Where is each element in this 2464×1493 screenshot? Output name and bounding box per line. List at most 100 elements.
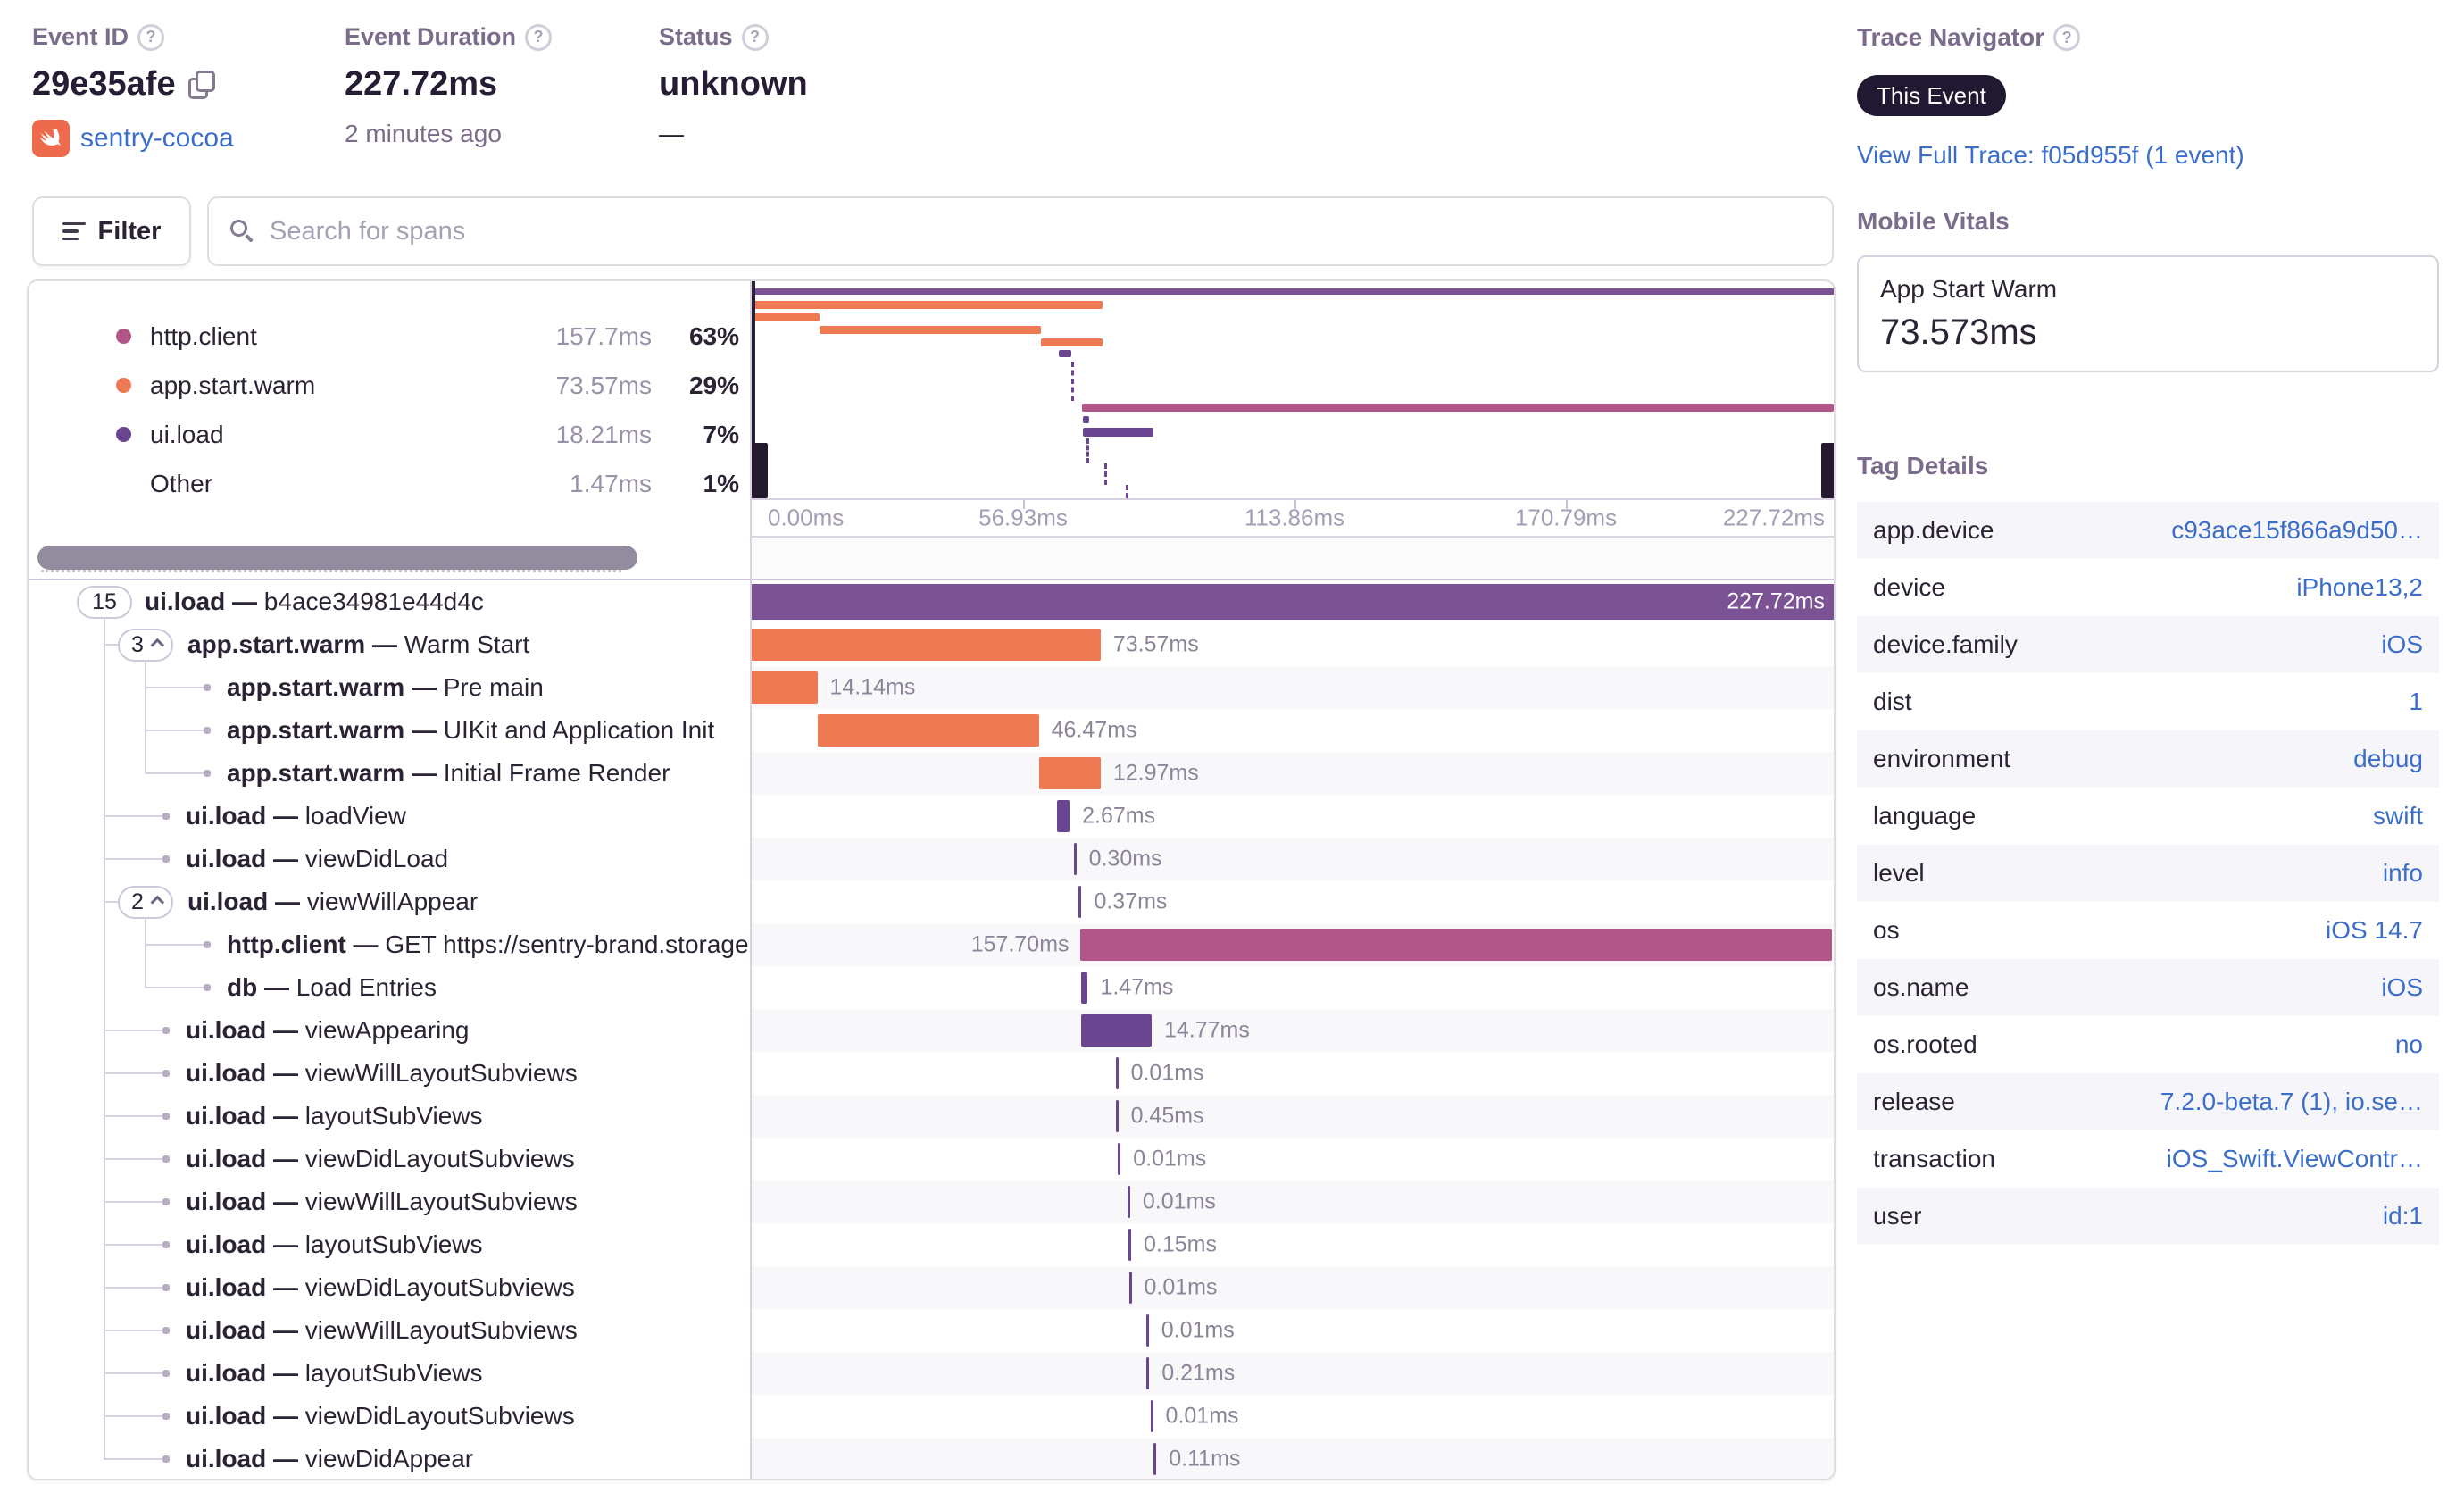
span-duration-bar[interactable] <box>1153 1443 1157 1475</box>
trace-minimap[interactable] <box>752 281 1836 498</box>
span-duration-bar[interactable] <box>1118 1143 1121 1175</box>
span-duration-bar[interactable] <box>1115 1057 1119 1089</box>
search-input[interactable] <box>270 216 1811 246</box>
minimap-connector-dash <box>1104 463 1108 485</box>
span-duration-bar[interactable] <box>1073 843 1077 875</box>
span-duration-bar[interactable] <box>750 629 1101 661</box>
span-row[interactable]: 0.30ms ui.load — viewDidLoad <box>29 838 1834 880</box>
span-row[interactable]: 46.47ms app.start.warm — UIKit and Applic… <box>29 709 1834 752</box>
span-duration-label: 14.14ms <box>829 674 916 700</box>
span-row[interactable]: 0.15ms ui.load — layoutSubViews <box>29 1223 1834 1266</box>
span-row[interactable]: 0.01ms ui.load — viewDidLayoutSubviews <box>29 1138 1834 1180</box>
tag-value-link[interactable]: iOS_Swift.ViewContr… <box>2166 1145 2423 1172</box>
span-duration-bar[interactable] <box>1078 886 1082 918</box>
span-children-count-badge[interactable]: 15 <box>77 586 132 619</box>
span-row[interactable]: 0.21ms ui.load — layoutSubViews <box>29 1352 1834 1395</box>
span-duration-bar[interactable] <box>750 584 1834 620</box>
minimap-right-handle[interactable] <box>1821 443 1834 498</box>
tag-key: device.family <box>1873 630 2018 658</box>
span-duration-bar[interactable] <box>1146 1357 1150 1389</box>
span-row[interactable]: 157.70ms http.client — GET https://sentry… <box>29 923 1834 966</box>
span-duration-bar[interactable] <box>1115 1100 1119 1132</box>
span-duration-bar[interactable] <box>1145 1314 1149 1347</box>
span-row[interactable]: 12.97ms app.start.warm — Initial Frame Re… <box>29 752 1834 795</box>
tag-row: device iPhone13,2 <box>1857 559 2439 616</box>
legend-item[interactable]: Other 1.47ms 1% <box>29 459 750 508</box>
tree-leaf-dot <box>162 1413 170 1420</box>
span-row[interactable]: 0.01ms ui.load — viewWillLayoutSubviews <box>29 1052 1834 1095</box>
legend-op-name: Other <box>150 469 213 497</box>
legend-item[interactable]: ui.load 18.21ms 7% <box>29 410 750 459</box>
minimap-viewport-right-edge[interactable] <box>1834 281 1836 498</box>
span-duration-bar[interactable] <box>750 671 818 704</box>
span-row[interactable]: 1.47ms db — Load Entries <box>29 966 1834 1009</box>
span-children-count-badge[interactable]: 3 <box>118 629 173 662</box>
tag-value-link[interactable]: info <box>2382 859 2423 887</box>
span-row[interactable]: 0.01ms ui.load — viewDidLayoutSubviews <box>29 1395 1834 1438</box>
tag-value-link[interactable]: c93ace15f866a9d50… <box>2171 516 2423 544</box>
span-duration-bar[interactable] <box>1128 1272 1132 1304</box>
tag-key: os.name <box>1873 973 1969 1001</box>
tag-value-link[interactable]: swift <box>2373 802 2423 830</box>
span-row[interactable]: 14.77ms ui.load — viewAppearing <box>29 1009 1834 1052</box>
span-row[interactable]: 0.37ms 2 ui.load — viewWillAppear <box>29 880 1834 923</box>
span-row[interactable]: 2.67ms ui.load — loadView <box>29 795 1834 838</box>
minimap-left-handle[interactable] <box>752 443 768 498</box>
span-duration-bar[interactable] <box>1038 757 1101 789</box>
span-row[interactable]: 0.01ms ui.load — viewWillLayoutSubviews <box>29 1180 1834 1223</box>
tag-value-link[interactable]: 1 <box>2409 688 2423 715</box>
tag-value-link[interactable]: iOS <box>2381 973 2423 1001</box>
filter-icon <box>62 221 86 241</box>
span-row-gantt-cell: 46.47ms <box>750 709 1834 752</box>
filter-button[interactable]: Filter <box>32 196 191 266</box>
minimap-viewport-left-edge[interactable] <box>752 281 755 498</box>
span-duration-bar[interactable] <box>1150 1400 1153 1432</box>
tree-leaf-dot <box>204 941 211 948</box>
tag-value-link[interactable]: 7.2.0-beta.7 (1), io.se… <box>2160 1088 2423 1115</box>
span-duration-bar[interactable] <box>817 714 1039 746</box>
span-children-count-badge[interactable]: 2 <box>118 886 173 919</box>
tag-row: language swift <box>1857 788 2439 845</box>
tree-gantt-divider[interactable] <box>750 281 752 1479</box>
tag-value-link[interactable]: iOS <box>2381 630 2423 658</box>
tag-key: user <box>1873 1202 1922 1230</box>
tree-leaf-dot <box>204 984 211 991</box>
span-duration-bar[interactable] <box>1127 1186 1130 1218</box>
span-duration-bar[interactable] <box>1081 1014 1152 1047</box>
span-row[interactable]: 14.14ms app.start.warm — Pre main <box>29 666 1834 709</box>
span-duration-bar[interactable] <box>1079 929 1832 961</box>
tag-value-link[interactable]: id:1 <box>2382 1202 2423 1230</box>
span-label: app.start.warm — Initial Frame Render <box>227 759 670 787</box>
tree-connector-stub <box>104 1372 162 1374</box>
tree-leaf-dot <box>162 1455 170 1463</box>
copy-icon[interactable] <box>187 70 215 99</box>
span-duration-bar[interactable] <box>1128 1229 1131 1261</box>
tag-value-link[interactable]: iOS 14.7 <box>2326 916 2423 944</box>
help-icon[interactable]: ? <box>2053 24 2081 51</box>
minimap-span-bar <box>752 313 820 321</box>
legend-item[interactable]: app.start.warm 73.57ms 29% <box>29 361 750 410</box>
help-icon[interactable]: ? <box>137 23 165 51</box>
view-full-trace-link[interactable]: View Full Trace: f05d955f (1 event) <box>1857 141 2244 169</box>
span-duration-label: 157.70ms <box>970 931 1070 957</box>
help-icon[interactable]: ? <box>525 23 553 51</box>
help-icon[interactable]: ? <box>741 23 769 51</box>
span-duration-bar[interactable] <box>1056 800 1070 832</box>
span-row[interactable]: 0.11ms ui.load — viewDidAppear <box>29 1438 1834 1479</box>
span-duration-bar[interactable] <box>1080 972 1088 1004</box>
span-duration-label: 12.97ms <box>1112 760 1199 786</box>
span-row[interactable]: 0.45ms ui.load — layoutSubViews <box>29 1095 1834 1138</box>
project-link[interactable]: sentry-cocoa <box>80 123 234 153</box>
span-row[interactable]: 73.57ms 3 app.start.warm — Warm Start <box>29 623 1834 666</box>
tag-value-link[interactable]: no <box>2394 1030 2423 1058</box>
status-label: Status <box>659 23 733 50</box>
span-row[interactable]: 0.01ms ui.load — viewWillLayoutSubviews <box>29 1309 1834 1352</box>
span-duration-label: 73.57ms <box>1112 631 1199 657</box>
tree-scrollbar-thumb[interactable] <box>37 546 637 570</box>
legend-item[interactable]: http.client 157.7ms 63% <box>29 312 750 361</box>
tag-value-link[interactable]: iPhone13,2 <box>2296 573 2423 601</box>
span-row[interactable]: 227.72ms 15 ui.load — b4ace34981e44d4c <box>29 580 1834 623</box>
tag-value-link[interactable]: debug <box>2353 745 2423 772</box>
span-row[interactable]: 0.01ms ui.load — viewDidLayoutSubviews <box>29 1266 1834 1309</box>
span-duration-label: 0.37ms <box>1094 888 1168 914</box>
